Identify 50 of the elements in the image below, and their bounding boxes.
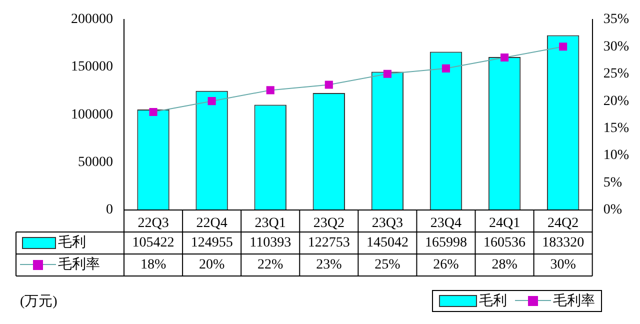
x-tick-label: 23Q1	[254, 216, 286, 232]
point	[500, 53, 509, 62]
y-tick-label: 200000	[71, 12, 113, 28]
point	[208, 97, 216, 106]
x-tick-label: 22Q3	[138, 216, 169, 232]
y2-tick-label: 35%	[603, 12, 630, 28]
legend-label: 毛利率	[58, 256, 100, 273]
y-tick-label: 100000	[71, 107, 113, 122]
y2-tick-label: 0%	[603, 202, 622, 218]
point	[442, 64, 450, 72]
y2-tick-label: 20%	[603, 94, 630, 109]
data-label: 124955	[190, 236, 233, 251]
x-tick-label: 24Q1	[488, 216, 520, 232]
data-label: 183320	[542, 236, 584, 251]
point	[383, 70, 392, 78]
x-tick-label: 23Q4	[430, 216, 462, 232]
data-label: 165998	[424, 236, 467, 251]
y2-tick-label: 10%	[603, 148, 630, 164]
data-label: 28%	[492, 258, 518, 273]
y2-tick-label: 30%	[603, 39, 630, 54]
x-tick-label: 23Q2	[313, 216, 344, 232]
text: (万元)	[20, 294, 58, 310]
y2-tick-label: 15%	[603, 120, 630, 136]
data-label: 23%	[316, 258, 342, 273]
point	[266, 86, 274, 94]
y2-tick-label: 25%	[603, 66, 630, 82]
data-label: 160536	[484, 236, 526, 251]
data-label: 145042	[366, 236, 408, 251]
text: 毛利率	[553, 294, 595, 309]
data-label: 22%	[258, 258, 284, 273]
data-label: 122753	[308, 236, 350, 251]
x-tick-label: 23Q3	[372, 216, 404, 232]
data-label: 20%	[198, 258, 225, 273]
data-label: 105422	[132, 236, 174, 251]
legend-label: 毛利	[58, 234, 86, 251]
point	[149, 108, 158, 116]
y-tick-label: 0	[106, 202, 113, 218]
y2-tick-label: 5%	[603, 175, 622, 190]
text: 毛利	[479, 294, 507, 309]
data-label: 18%	[140, 258, 166, 273]
data-label: 110393	[250, 236, 292, 251]
point	[559, 42, 568, 51]
point	[324, 80, 333, 89]
data-label: 26%	[433, 258, 460, 273]
x-tick-label: 24Q2	[548, 216, 579, 232]
x-tick-label: 22Q4	[196, 216, 228, 232]
data-label: 30%	[550, 258, 576, 273]
y-tick-label: 150000	[71, 60, 113, 75]
y-tick-label: 50000	[78, 155, 113, 170]
data-label: 25%	[374, 258, 401, 273]
